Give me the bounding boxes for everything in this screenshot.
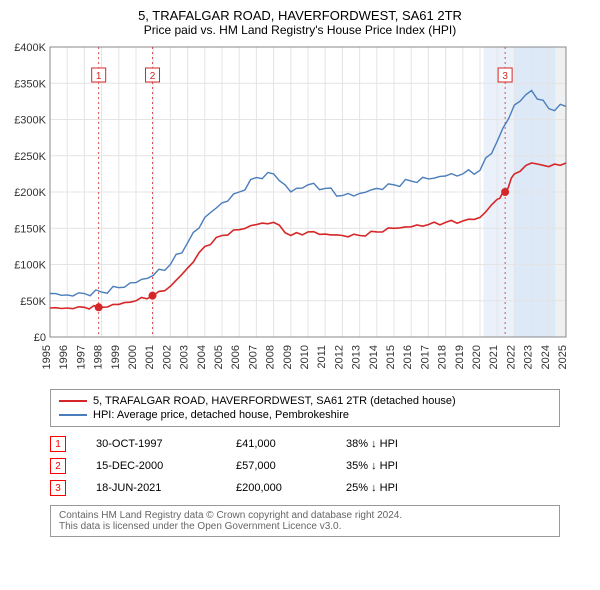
marker-row: 3 18-JUN-2021 £200,000 25% ↓ HPI	[50, 477, 560, 499]
xtick-label: 2006	[230, 345, 242, 369]
marker-date: 15-DEC-2000	[96, 460, 206, 472]
marker-diff: 35% ↓ HPI	[346, 460, 436, 472]
ytick-label: £300K	[14, 115, 46, 127]
legend-item: HPI: Average price, detached house, Pemb…	[59, 408, 551, 422]
marker-price: £200,000	[236, 482, 316, 494]
ytick-label: £0	[34, 332, 46, 344]
legend-label: 5, TRAFALGAR ROAD, HAVERFORDWEST, SA61 2…	[93, 395, 456, 407]
marker-row: 2 15-DEC-2000 £57,000 35% ↓ HPI	[50, 455, 560, 477]
legend-swatch	[59, 414, 87, 416]
line-chart: £0 £50K £100K £150K £200K £250K £300K £350K £400…	[8, 43, 568, 383]
ytick-label: £200K	[14, 187, 46, 199]
xtick-label: 2025	[557, 345, 568, 369]
sale-dot	[95, 303, 103, 311]
xtick-label: 2019	[454, 345, 466, 369]
marker-price: £41,000	[236, 438, 316, 450]
ytick-label: £350K	[14, 78, 46, 90]
xtick-label: 2001	[144, 345, 156, 369]
xtick-label: 2017	[419, 345, 431, 369]
marker-flag: 2	[150, 71, 156, 82]
xtick-label: 2015	[385, 345, 397, 369]
xtick-label: 2002	[161, 345, 173, 369]
legend-swatch	[59, 400, 87, 402]
sale-dot	[501, 188, 509, 196]
xtick-label: 2021	[488, 345, 500, 369]
legend: 5, TRAFALGAR ROAD, HAVERFORDWEST, SA61 2…	[50, 389, 560, 427]
xtick-label: 2023	[523, 345, 535, 369]
xtick-label: 2008	[265, 345, 277, 369]
xtick-label: 2005	[213, 345, 225, 369]
xtick-label: 1998	[93, 345, 105, 369]
xtick-label: 2013	[351, 345, 363, 369]
marker-number: 3	[50, 480, 66, 496]
xtick-label: 2012	[333, 345, 345, 369]
marker-row: 1 30-OCT-1997 £41,000 38% ↓ HPI	[50, 433, 560, 455]
ytick-label: £250K	[14, 151, 46, 163]
xtick-label: 2009	[282, 345, 294, 369]
marker-date: 30-OCT-1997	[96, 438, 206, 450]
marker-diff: 38% ↓ HPI	[346, 438, 436, 450]
footer-line: Contains HM Land Registry data © Crown c…	[59, 510, 551, 521]
xtick-label: 1995	[41, 345, 53, 369]
xtick-label: 2024	[540, 345, 552, 369]
legend-label: HPI: Average price, detached house, Pemb…	[93, 409, 349, 421]
sale-dot	[149, 292, 157, 300]
marker-price: £57,000	[236, 460, 316, 472]
markers-table: 1 30-OCT-1997 £41,000 38% ↓ HPI 2 15-DEC-2000…	[50, 433, 560, 499]
xtick-label: 2018	[437, 345, 449, 369]
xtick-label: 2022	[505, 345, 517, 369]
footer-attribution: Contains HM Land Registry data © Crown c…	[50, 505, 560, 537]
xtick-label: 2004	[196, 345, 208, 369]
legend-item: 5, TRAFALGAR ROAD, HAVERFORDWEST, SA61 2…	[59, 394, 551, 408]
xtick-label: 2020	[471, 345, 483, 369]
marker-number: 1	[50, 436, 66, 452]
footer-line: This data is licensed under the Open Gov…	[59, 521, 551, 532]
xtick-label: 1996	[58, 345, 70, 369]
chart-container: £0 £50K £100K £150K £200K £250K £300K £350K £400…	[8, 43, 592, 383]
marker-flag: 3	[502, 71, 508, 82]
marker-number: 2	[50, 458, 66, 474]
xtick-label: 1997	[75, 345, 87, 369]
ytick-label: £150K	[14, 223, 46, 235]
marker-date: 18-JUN-2021	[96, 482, 206, 494]
marker-flag: 1	[96, 71, 102, 82]
xtick-label: 2007	[247, 345, 259, 369]
page-subtitle: Price paid vs. HM Land Registry's House …	[8, 23, 592, 37]
ytick-label: £50K	[20, 296, 46, 308]
xtick-label: 2010	[299, 345, 311, 369]
xtick-label: 2011	[316, 345, 328, 369]
xtick-label: 2016	[402, 345, 414, 369]
ytick-label: £100K	[14, 260, 46, 272]
xtick-label: 2003	[179, 345, 191, 369]
ytick-label: £400K	[14, 43, 46, 54]
xtick-label: 2000	[127, 345, 139, 369]
marker-diff: 25% ↓ HPI	[346, 482, 436, 494]
page-title: 5, TRAFALGAR ROAD, HAVERFORDWEST, SA61 2…	[8, 8, 592, 23]
xtick-label: 2014	[368, 345, 380, 369]
xtick-label: 1999	[110, 345, 122, 369]
